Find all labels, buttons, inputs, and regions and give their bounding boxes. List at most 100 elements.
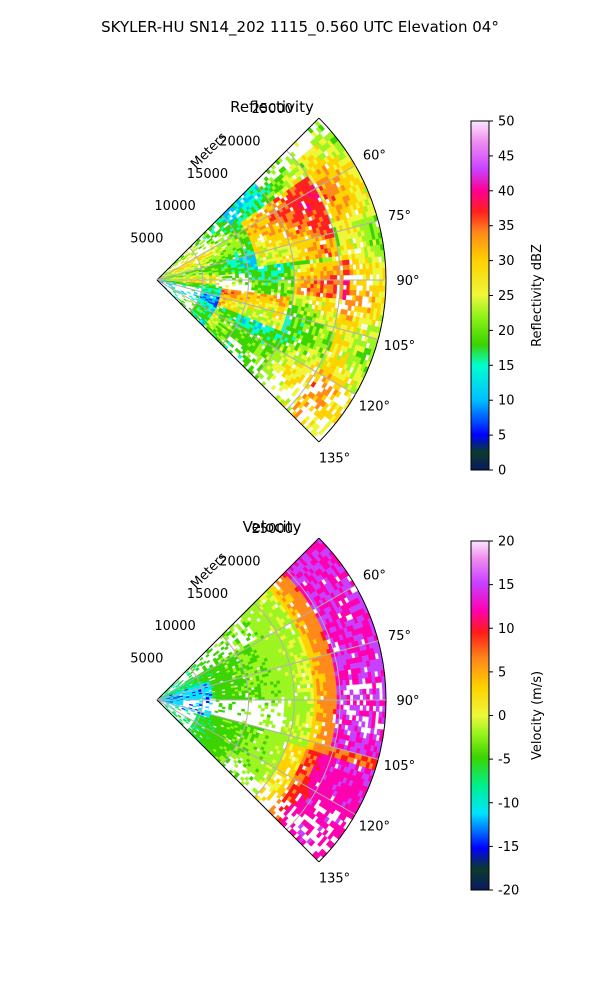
data-cell — [182, 698, 187, 700]
data-cell — [303, 271, 308, 277]
data-cell — [329, 284, 334, 290]
data-cell — [208, 702, 213, 705]
data-cell — [228, 707, 233, 711]
data-cell — [271, 273, 275, 278]
data-cell — [231, 695, 236, 699]
data-cell — [321, 253, 326, 259]
data-cell — [356, 311, 361, 318]
data-cell — [317, 275, 321, 281]
data-cell — [369, 268, 374, 275]
data-cell — [349, 310, 355, 317]
data-cell — [260, 707, 265, 712]
range-tick-label: 10000 — [154, 199, 195, 214]
data-cell — [270, 708, 275, 713]
data-cell — [316, 292, 321, 298]
data-cell — [287, 703, 292, 708]
azimuth-line — [156, 279, 379, 340]
data-cell — [284, 283, 289, 288]
data-cell — [362, 263, 367, 270]
data-cell — [345, 259, 350, 266]
data-cell — [261, 282, 266, 286]
data-cell — [306, 267, 311, 273]
data-cell — [372, 279, 377, 286]
data-cell — [251, 274, 256, 278]
data-cell — [343, 279, 347, 286]
data-cell — [267, 687, 272, 692]
data-cell — [316, 283, 321, 289]
data-cell — [257, 705, 262, 709]
data-cell — [245, 636, 251, 642]
data-cell — [174, 263, 179, 267]
data-cell — [208, 647, 214, 653]
data-cell — [261, 274, 266, 278]
data-cell — [284, 276, 289, 281]
data-cell — [284, 699, 289, 704]
data-cell — [307, 283, 311, 289]
data-cell — [267, 690, 272, 695]
data-cell — [320, 279, 325, 285]
data-cell — [267, 270, 272, 275]
data-cell — [345, 264, 350, 271]
data-cell — [257, 271, 262, 275]
data-cell — [215, 274, 220, 278]
data-cell — [267, 285, 272, 290]
data-cell — [296, 264, 301, 270]
data-cell — [267, 267, 272, 272]
data-cell — [310, 381, 317, 388]
data-cell — [296, 377, 303, 385]
data-cell — [271, 693, 275, 698]
data-cell — [197, 239, 202, 244]
data-cell — [270, 384, 277, 391]
data-cell — [270, 270, 275, 275]
data-cell — [317, 279, 321, 285]
data-cell — [346, 284, 351, 291]
data-cell — [254, 274, 259, 278]
data-cell — [300, 268, 305, 273]
data-cell — [333, 275, 338, 281]
data-cell — [325, 261, 331, 267]
data-cell — [358, 290, 364, 297]
data-cell — [180, 679, 184, 683]
data-cell — [277, 270, 282, 274]
data-cell — [283, 713, 288, 718]
data-cell — [270, 267, 275, 272]
data-cell — [280, 686, 285, 691]
data-cell — [288, 383, 295, 390]
data-cell — [372, 268, 377, 275]
data-cell — [316, 288, 321, 294]
data-cell — [283, 384, 290, 391]
data-cell — [270, 288, 275, 293]
data-cell — [209, 696, 213, 699]
azimuth-tick-label: 120° — [359, 400, 390, 415]
data-cell — [277, 690, 282, 694]
data-cell — [174, 293, 179, 297]
data-cell — [251, 694, 256, 698]
data-cell — [169, 283, 173, 286]
data-cell — [349, 279, 354, 286]
data-cell — [192, 705, 197, 708]
reflectivity-grid — [156, 117, 387, 443]
data-cell — [312, 263, 318, 268]
data-cell — [257, 285, 262, 289]
data-cell — [218, 696, 223, 699]
data-cell — [283, 706, 288, 711]
data-cell — [215, 282, 220, 286]
data-cell — [271, 724, 276, 729]
data-cell — [182, 303, 187, 308]
sector-edge — [156, 279, 320, 443]
data-cell — [260, 381, 267, 387]
data-cell — [359, 279, 364, 286]
data-cell — [239, 776, 245, 782]
data-cell — [228, 271, 233, 275]
colorbar-tick-label: 5 — [498, 429, 506, 444]
data-cell — [343, 309, 348, 316]
range-tick-label: 15000 — [187, 167, 228, 182]
azimuth-tick-label: 75° — [388, 209, 411, 224]
data-cell — [267, 264, 272, 269]
data-cell — [374, 256, 379, 264]
colorbar-tick-label: 40 — [498, 184, 515, 199]
data-cell — [179, 291, 184, 295]
data-cell — [277, 686, 282, 691]
data-cell — [193, 291, 198, 295]
data-cell — [274, 702, 279, 707]
